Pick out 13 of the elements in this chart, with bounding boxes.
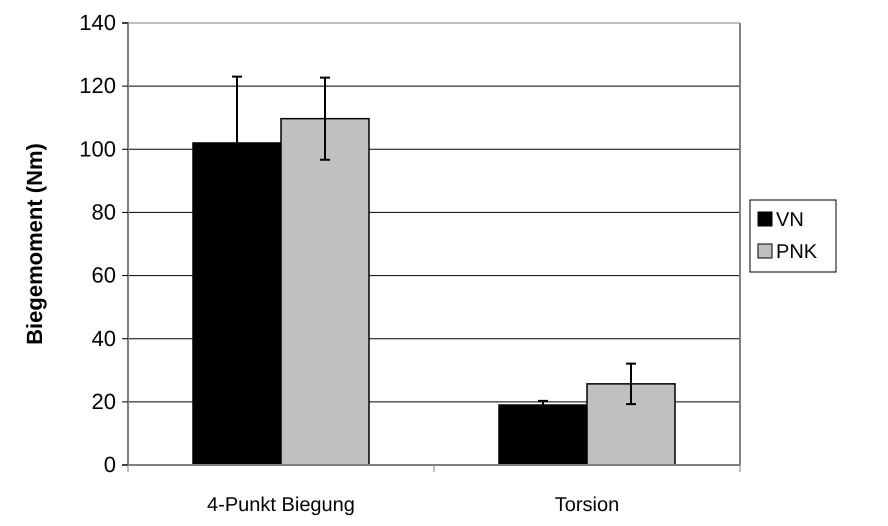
- y-axis-title: Biegemoment (Nm): [22, 143, 47, 345]
- y-tick-label: 0: [104, 452, 116, 478]
- y-tick-label: 140: [79, 10, 116, 36]
- y-tick-label: 40: [92, 326, 116, 351]
- y-tick-label: 120: [79, 73, 116, 98]
- x-tick-label: 4-Punkt Biegung: [207, 494, 355, 516]
- legend-label: PNK: [776, 241, 818, 263]
- y-tick-label: 60: [92, 262, 116, 288]
- legend-label: VN: [776, 209, 804, 231]
- x-tick-label: Torsion: [554, 494, 620, 516]
- y-tick-label: 20: [92, 388, 116, 414]
- y-tick-label: 80: [92, 199, 116, 224]
- y-tick-label: 100: [79, 136, 116, 162]
